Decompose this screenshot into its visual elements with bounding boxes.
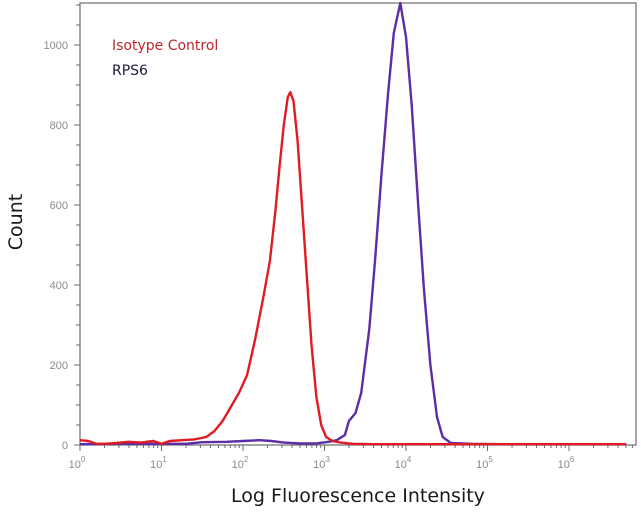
x-tick-label: 102: [232, 455, 249, 471]
x-axis-title: Log Fluorescence Intensity: [231, 485, 485, 507]
x-axis-ticks: 100 101 102 103 104 105 106: [69, 445, 633, 471]
y-axis-title: Count: [5, 194, 27, 250]
plot-frame: [79, 2, 637, 446]
x-tick-label: 104: [395, 455, 412, 471]
y-tick-label: 800: [50, 120, 68, 132]
x-tick-label: 106: [558, 455, 575, 471]
x-tick-label: 101: [150, 455, 167, 471]
y-tick-label: 0: [62, 440, 68, 452]
x-tick-label: 105: [476, 455, 493, 471]
y-tick-label: 600: [50, 200, 68, 212]
x-tick-label: 100: [69, 455, 86, 471]
x-tick-label: 103: [313, 455, 330, 471]
series-line-isotype-control: [79, 91, 627, 446]
legend-item-isotype-control: Isotype Control: [112, 38, 218, 54]
legend-item-rps6: RPS6: [112, 63, 148, 79]
y-tick-label: 1000: [44, 40, 68, 52]
series-layer: [79, 1, 627, 446]
y-tick-label: 400: [50, 280, 68, 292]
y-tick-label: 200: [50, 360, 68, 372]
y-axis-ticks: 0 200 400 600 800 1000: [44, 4, 80, 452]
series-line-rps6: [79, 1, 627, 446]
